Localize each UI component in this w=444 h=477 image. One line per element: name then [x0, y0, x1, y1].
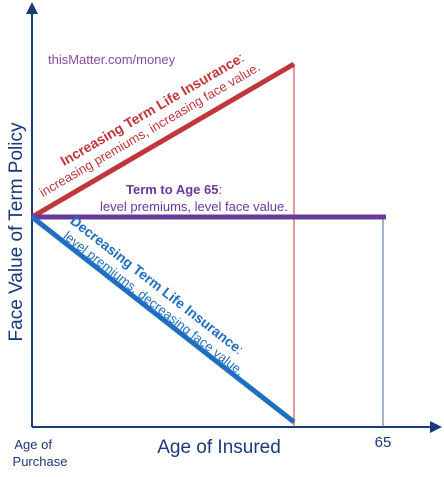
decreasing-title-text: Decreasing Term Life Insurance:: [67, 212, 246, 357]
increasing-label: Increasing Term Life Insurance: increasi…: [37, 49, 263, 200]
decreasing-title: Decreasing Term Life Insurance: [67, 212, 244, 355]
x-tick-start-line-1: Age of: [14, 437, 52, 452]
x-tick-start-line-2: Purchase: [13, 454, 68, 469]
term-to-65-title-colon: :: [218, 182, 222, 197]
increasing-description: increasing premiums, increasing face val…: [37, 59, 263, 200]
watermark: thisMatter.com/money: [48, 52, 176, 67]
y-axis-arrow: [26, 2, 38, 14]
term-to-65-title-text: Term to Age 65:: [126, 182, 222, 197]
x-axis-arrow: [430, 421, 442, 433]
y-axis-label: Face Value of Term Policy: [6, 122, 27, 341]
increasing-title-colon: :: [235, 49, 246, 65]
decreasing-description: level premiums, decreasing face value.: [61, 228, 247, 378]
x-tick-start: Age of Purchase: [13, 437, 68, 469]
decreasing-term-line: [30, 215, 296, 424]
term-to-65-title: Term to Age 65: [126, 182, 218, 197]
x-tick-65: 65: [375, 434, 392, 451]
decreasing-label: Decreasing Term Life Insurance: level pr…: [61, 212, 247, 378]
x-axis-label: Age of Insured: [157, 437, 281, 458]
increasing-term-line: [30, 61, 296, 220]
term-to-65-description: level premiums, level face value.: [100, 199, 288, 214]
